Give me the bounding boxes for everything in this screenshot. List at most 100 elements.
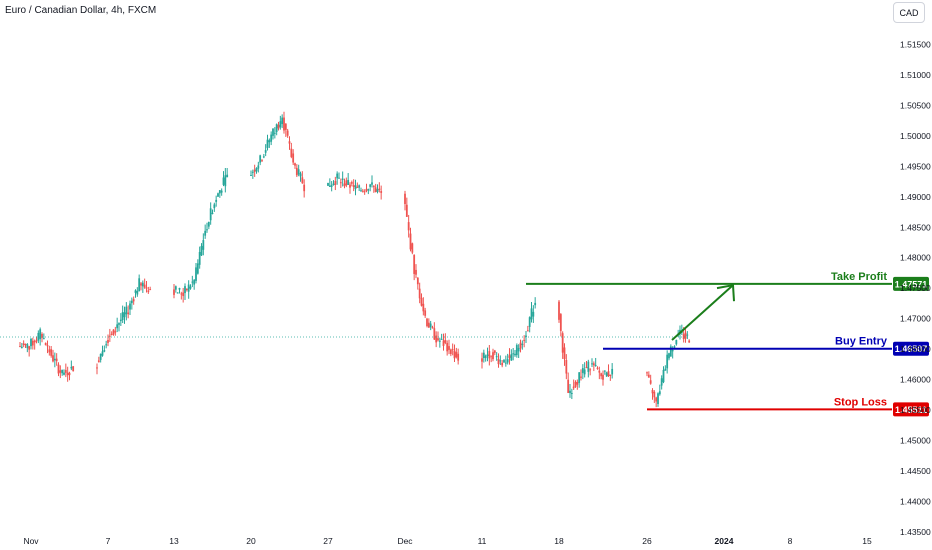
candle xyxy=(596,366,599,370)
candle xyxy=(184,283,186,301)
candle-body xyxy=(420,297,423,306)
candle xyxy=(569,383,571,398)
candle-body xyxy=(345,180,348,186)
candle-body xyxy=(356,186,359,188)
candle-body xyxy=(97,360,100,363)
candle xyxy=(493,349,496,356)
candle-body xyxy=(592,363,595,366)
candle-body xyxy=(585,367,588,369)
candle xyxy=(173,284,175,299)
candle xyxy=(506,353,509,365)
candle xyxy=(415,264,417,279)
candle xyxy=(404,190,406,211)
candle xyxy=(286,128,289,138)
candle xyxy=(352,179,355,192)
candle-body xyxy=(301,177,304,184)
candle-body xyxy=(200,245,203,256)
candle-body xyxy=(222,177,225,185)
candle-body xyxy=(202,240,205,250)
candle-body xyxy=(602,374,604,380)
y-tick-label: 1.50000 xyxy=(900,131,931,141)
candle xyxy=(514,350,516,357)
candle-body xyxy=(224,175,227,187)
candle-body xyxy=(424,310,427,316)
candle-body xyxy=(149,289,152,291)
candle xyxy=(565,354,568,380)
candle xyxy=(327,182,329,186)
candle-body xyxy=(180,293,183,295)
candle-body xyxy=(191,281,194,283)
candle xyxy=(257,161,260,173)
candle-body xyxy=(255,168,258,172)
candle xyxy=(376,184,379,194)
y-tick-label: 1.44500 xyxy=(900,466,931,476)
currency-button[interactable]: CAD xyxy=(893,2,925,23)
candle xyxy=(501,360,504,368)
candle xyxy=(576,379,579,390)
candle xyxy=(46,340,49,354)
stop-loss-price-label: 1.45511 xyxy=(895,405,927,415)
candle xyxy=(592,361,595,372)
candle xyxy=(336,171,339,185)
candle xyxy=(559,313,562,337)
candle xyxy=(187,280,190,299)
candle-body xyxy=(426,318,428,327)
candle xyxy=(138,274,141,292)
candle xyxy=(583,362,586,378)
candle-body xyxy=(189,286,192,289)
candle-body xyxy=(270,134,273,142)
candle-body xyxy=(647,374,650,378)
candle-body xyxy=(132,299,135,302)
candle xyxy=(226,168,229,178)
candle-body xyxy=(481,358,483,362)
candle xyxy=(526,325,529,332)
candle xyxy=(28,345,31,357)
candle-body xyxy=(570,392,573,394)
candle-body xyxy=(350,182,353,184)
candle-body xyxy=(497,358,500,365)
x-tick-label: 8 xyxy=(788,536,793,546)
candle xyxy=(561,331,564,359)
candle xyxy=(328,178,331,188)
candle xyxy=(602,370,604,386)
candle xyxy=(449,348,452,357)
candle xyxy=(70,360,73,371)
candle xyxy=(523,335,526,348)
candle-body xyxy=(431,327,434,329)
candle xyxy=(330,181,333,192)
candle-body xyxy=(488,351,491,359)
candle-body xyxy=(185,288,188,290)
candle xyxy=(204,224,207,239)
candle xyxy=(499,355,502,365)
candle-body xyxy=(215,199,218,202)
candle xyxy=(534,297,537,309)
candle xyxy=(145,280,148,293)
candle xyxy=(457,348,460,365)
candle xyxy=(176,292,179,294)
x-tick-label: Nov xyxy=(23,536,39,546)
candle-body xyxy=(33,340,36,343)
candle-body xyxy=(334,180,337,185)
candle xyxy=(264,144,267,157)
candle-body xyxy=(44,343,47,346)
candle-body xyxy=(114,331,117,333)
candle-body xyxy=(666,354,669,369)
candle xyxy=(284,123,287,137)
candle-body xyxy=(209,208,212,221)
candle xyxy=(303,179,306,198)
candle xyxy=(136,287,139,297)
candle xyxy=(273,127,276,139)
candle-body xyxy=(53,358,56,361)
candle-body xyxy=(284,123,287,130)
candle-body xyxy=(662,369,665,383)
candle xyxy=(512,347,515,361)
candle xyxy=(61,369,64,376)
candle xyxy=(424,307,427,318)
candle-body xyxy=(295,167,298,176)
candle-body xyxy=(378,188,381,190)
candle xyxy=(224,167,227,193)
candle xyxy=(603,370,606,375)
candle-body xyxy=(653,391,656,398)
candle-body xyxy=(303,184,306,192)
